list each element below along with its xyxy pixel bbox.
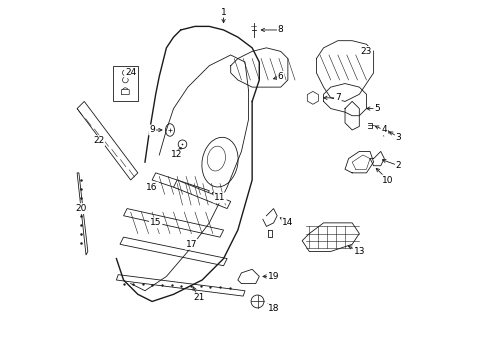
Text: 18: 18 [268, 304, 279, 313]
Text: 6: 6 [278, 72, 284, 81]
Polygon shape [117, 275, 245, 296]
Text: 16: 16 [147, 183, 158, 192]
Text: 20: 20 [75, 204, 86, 213]
Text: 10: 10 [382, 176, 393, 185]
Text: 13: 13 [354, 247, 365, 256]
Polygon shape [238, 269, 259, 284]
Polygon shape [77, 173, 88, 255]
Text: 14: 14 [282, 219, 294, 228]
Text: 1: 1 [220, 8, 226, 17]
Text: 7: 7 [335, 93, 341, 102]
Text: 3: 3 [396, 132, 401, 141]
Circle shape [122, 88, 128, 94]
Ellipse shape [202, 137, 238, 187]
Text: 22: 22 [93, 136, 104, 145]
FancyBboxPatch shape [113, 66, 138, 102]
Text: 21: 21 [193, 293, 204, 302]
FancyBboxPatch shape [122, 90, 129, 95]
Ellipse shape [166, 124, 174, 136]
Circle shape [251, 295, 264, 308]
Circle shape [122, 77, 128, 83]
Polygon shape [152, 173, 209, 198]
Polygon shape [120, 237, 227, 266]
Text: 11: 11 [214, 193, 226, 202]
Ellipse shape [207, 146, 225, 171]
Text: 24: 24 [125, 68, 136, 77]
Polygon shape [302, 223, 359, 251]
Text: 9: 9 [149, 126, 155, 135]
Text: 2: 2 [396, 161, 401, 170]
Polygon shape [77, 102, 138, 180]
Circle shape [309, 94, 317, 102]
Text: 19: 19 [268, 272, 279, 281]
Text: 23: 23 [361, 47, 372, 56]
Polygon shape [123, 208, 223, 237]
Text: 8: 8 [278, 26, 284, 35]
Text: 15: 15 [150, 219, 161, 228]
Text: 17: 17 [186, 240, 197, 249]
Text: 5: 5 [374, 104, 380, 113]
Circle shape [178, 140, 187, 149]
Circle shape [122, 70, 128, 76]
Polygon shape [173, 180, 231, 208]
Text: 12: 12 [172, 150, 183, 159]
Text: 4: 4 [382, 126, 387, 135]
